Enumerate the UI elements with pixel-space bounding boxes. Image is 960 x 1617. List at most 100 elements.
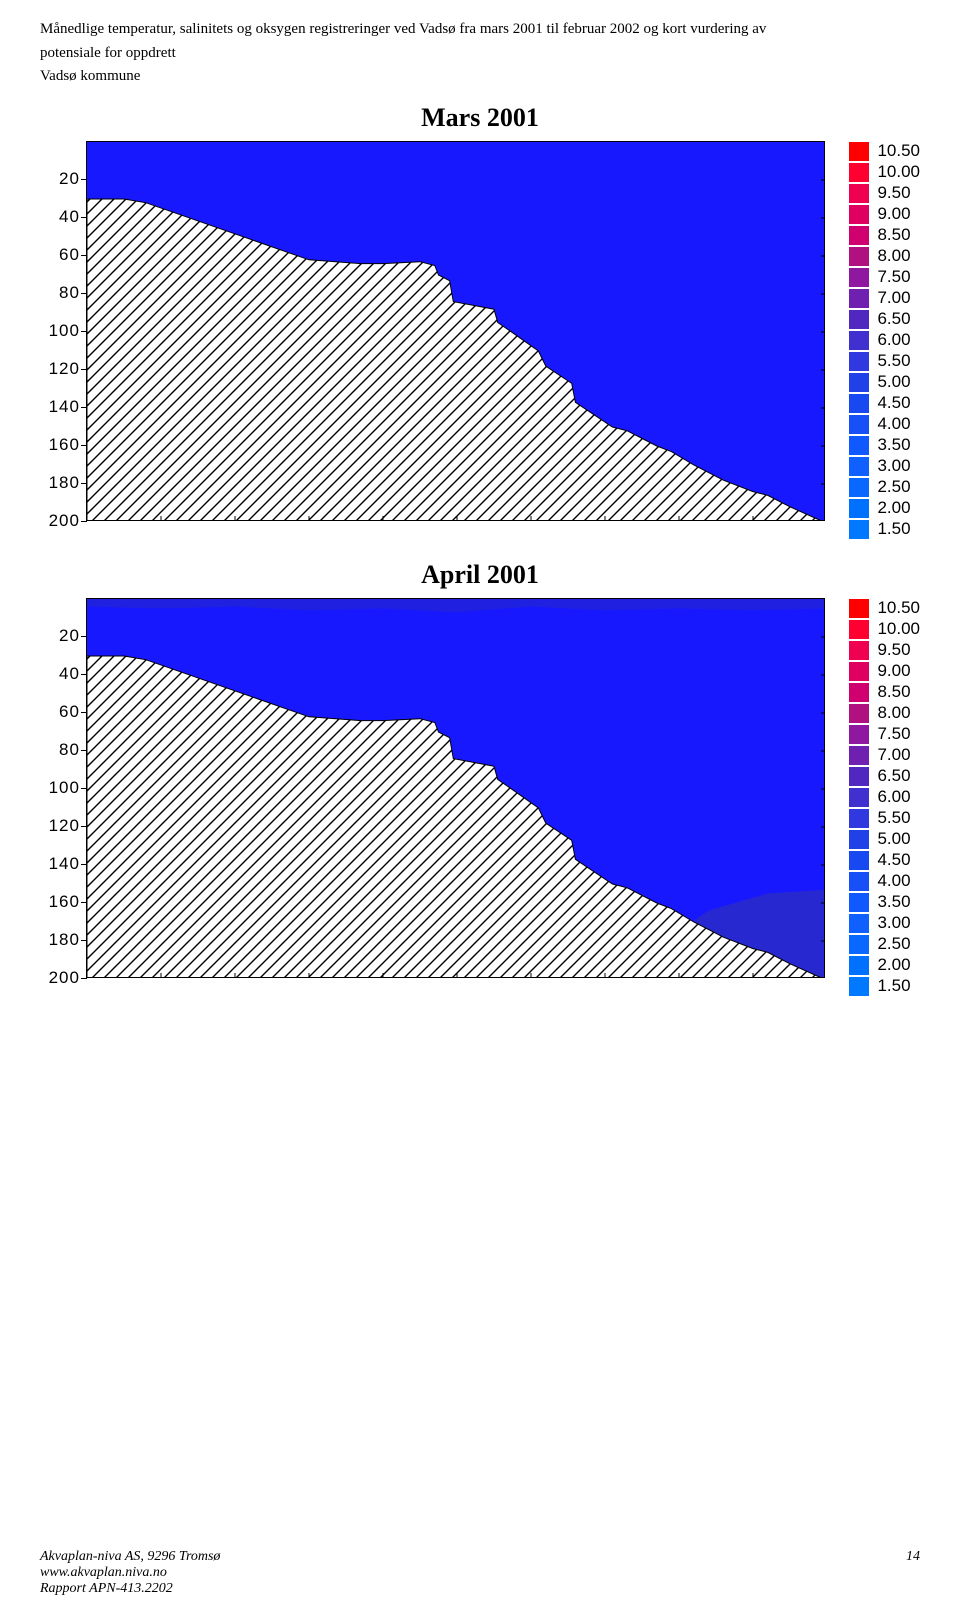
legend-row: 6.50 — [849, 309, 920, 330]
y-tick-label: 60 — [59, 702, 80, 722]
footer-report: Rapport APN-413.2202 — [40, 1581, 220, 1597]
legend-label: 9.50 — [877, 640, 910, 660]
legend-label: 8.50 — [877, 225, 910, 245]
legend-row: 3.50 — [849, 435, 920, 456]
legend-label: 5.50 — [877, 808, 910, 828]
legend-row: 2.00 — [849, 955, 920, 976]
legend-swatch — [849, 373, 869, 392]
legend-row: 5.50 — [849, 351, 920, 372]
legend-label: 1.50 — [877, 519, 910, 539]
color-legend: 10.5010.009.509.008.508.007.507.006.506.… — [849, 598, 920, 997]
legend-swatch — [849, 268, 869, 287]
legend-row: 4.00 — [849, 414, 920, 435]
legend-label: 9.50 — [877, 183, 910, 203]
y-tick-label: 140 — [49, 854, 80, 874]
legend-label: 5.50 — [877, 351, 910, 371]
legend-row: 10.50 — [849, 141, 920, 162]
legend-swatch — [849, 520, 869, 539]
legend-row: 2.50 — [849, 934, 920, 955]
y-tick-label: 100 — [49, 321, 80, 341]
legend-swatch — [849, 788, 869, 807]
y-tick-label: 160 — [49, 892, 80, 912]
legend-label: 10.00 — [877, 162, 920, 182]
y-tick-label: 40 — [59, 664, 80, 684]
depth-profile-chart — [87, 599, 825, 978]
legend-row: 9.50 — [849, 640, 920, 661]
legend-row: 6.00 — [849, 330, 920, 351]
legend-swatch — [849, 142, 869, 161]
legend-row: 2.50 — [849, 477, 920, 498]
y-tick-label: 200 — [49, 968, 80, 988]
depth-profile-chart — [87, 142, 825, 521]
legend-swatch — [849, 956, 869, 975]
legend-label: 7.50 — [877, 724, 910, 744]
legend-row: 8.00 — [849, 246, 920, 267]
legend-row: 4.00 — [849, 871, 920, 892]
y-tick-label: 80 — [59, 283, 80, 303]
page-footer: Akvaplan-niva AS, 9296 Tromsø www.akvapl… — [40, 1549, 920, 1597]
legend-row: 2.00 — [849, 498, 920, 519]
legend-label: 2.00 — [877, 498, 910, 518]
legend-label: 6.00 — [877, 787, 910, 807]
legend-swatch — [849, 478, 869, 497]
legend-label: 4.50 — [877, 850, 910, 870]
legend-row: 8.50 — [849, 225, 920, 246]
legend-swatch — [849, 184, 869, 203]
chart-area — [86, 141, 825, 521]
legend-row: 4.50 — [849, 393, 920, 414]
legend-swatch — [849, 163, 869, 182]
y-tick-label: 160 — [49, 435, 80, 455]
legend-swatch — [849, 830, 869, 849]
legend-label: 7.00 — [877, 288, 910, 308]
legend-row: 5.00 — [849, 372, 920, 393]
y-tick-label: 140 — [49, 397, 80, 417]
legend-row: 9.00 — [849, 661, 920, 682]
legend-swatch — [849, 977, 869, 996]
legend-row: 9.50 — [849, 183, 920, 204]
legend-swatch — [849, 872, 869, 891]
legend-label: 7.50 — [877, 267, 910, 287]
legend-label: 8.00 — [877, 246, 910, 266]
legend-label: 5.00 — [877, 372, 910, 392]
legend-label: 7.00 — [877, 745, 910, 765]
legend-label: 2.00 — [877, 955, 910, 975]
legend-label: 4.00 — [877, 871, 910, 891]
legend-row: 3.50 — [849, 892, 920, 913]
legend-label: 3.50 — [877, 435, 910, 455]
legend-label: 10.50 — [877, 598, 920, 618]
legend-label: 10.50 — [877, 141, 920, 161]
legend-swatch — [849, 662, 869, 681]
legend-swatch — [849, 767, 869, 786]
legend-row: 7.50 — [849, 267, 920, 288]
legend-label: 1.50 — [877, 976, 910, 996]
legend-label: 3.50 — [877, 892, 910, 912]
chart-block: 20406080100120140160180200 10.5010.009.5… — [40, 141, 920, 540]
y-axis: 20406080100120140160180200 — [40, 598, 86, 978]
legend-row: 9.00 — [849, 204, 920, 225]
legend-label: 6.00 — [877, 330, 910, 350]
legend-row: 3.00 — [849, 913, 920, 934]
legend-row: 8.50 — [849, 682, 920, 703]
legend-swatch — [849, 851, 869, 870]
legend-swatch — [849, 205, 869, 224]
legend-label: 9.00 — [877, 661, 910, 681]
legend-swatch — [849, 247, 869, 266]
legend-swatch — [849, 893, 869, 912]
legend-label: 8.50 — [877, 682, 910, 702]
header-line-3: Vadsø kommune — [40, 67, 920, 87]
header-line-1: Månedlige temperatur, salinitets og oksy… — [40, 20, 920, 40]
chart-area — [86, 598, 825, 978]
y-tick-label: 20 — [59, 626, 80, 646]
legend-swatch — [849, 620, 869, 639]
legend-swatch — [849, 394, 869, 413]
legend-row: 7.00 — [849, 745, 920, 766]
color-legend: 10.5010.009.509.008.508.007.507.006.506.… — [849, 141, 920, 540]
legend-label: 6.50 — [877, 766, 910, 786]
legend-row: 5.00 — [849, 829, 920, 850]
legend-row: 3.00 — [849, 456, 920, 477]
y-tick-label: 20 — [59, 169, 80, 189]
chart-block: 20406080100120140160180200 10.5010.009.5… — [40, 598, 920, 997]
y-tick-label: 80 — [59, 740, 80, 760]
legend-row: 7.50 — [849, 724, 920, 745]
legend-label: 8.00 — [877, 703, 910, 723]
